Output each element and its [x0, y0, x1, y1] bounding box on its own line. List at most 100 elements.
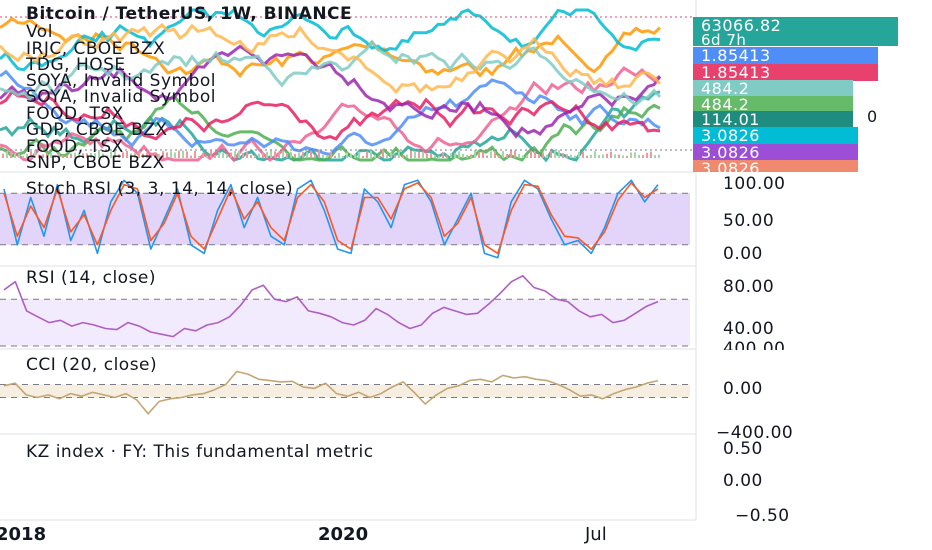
kz-tick-neg050: −0.50 — [735, 506, 790, 526]
volume-bar — [166, 152, 168, 158]
overlay-label-vol[interactable]: Vol — [26, 22, 53, 42]
volume-bar — [626, 155, 628, 158]
volume-bar — [138, 151, 140, 158]
overlay-label-irjc[interactable]: IRJC, CBOE BZX — [26, 39, 166, 59]
volume-bar — [622, 155, 624, 158]
volume-bar — [54, 155, 56, 158]
volume-bar — [498, 155, 500, 158]
price-badge-food: 114.01 — [693, 111, 853, 128]
overlay-label-food-2[interactable]: FOOD, TSX — [26, 137, 124, 157]
volume-bar — [478, 152, 480, 158]
volume-bar — [282, 150, 284, 158]
cci-tick-neg400: −400.00 — [716, 423, 794, 443]
indicator-band — [0, 384, 690, 398]
price-badge-food-2: 3.0826 — [693, 144, 858, 161]
volume-bar — [226, 154, 228, 158]
indicator-band — [0, 193, 690, 245]
volume-bar — [598, 155, 600, 158]
kz-tick-050: 0.50 — [723, 439, 763, 459]
volume-bar — [314, 154, 316, 158]
volume-bar — [322, 154, 324, 158]
cci-tick-400: 400.00 — [723, 341, 785, 350]
volume-bar — [422, 151, 424, 158]
volume-bar — [462, 153, 464, 158]
volume-bar — [490, 151, 492, 158]
volume-bar — [258, 153, 260, 158]
cci-title[interactable]: CCI (20, close) — [26, 355, 158, 375]
volume-bar — [6, 151, 8, 158]
kz-index-title[interactable]: KZ index · FY: This fundamental metric — [26, 442, 374, 462]
volume-bar — [426, 153, 428, 158]
overlay-label-food-1[interactable]: FOOD, TSX — [26, 104, 124, 124]
volume-bar — [546, 154, 548, 158]
volume-bar — [446, 155, 448, 158]
volume-bar — [458, 151, 460, 158]
overlay-label-soya-2[interactable]: SOYA, Invalid Symbol — [26, 87, 216, 107]
volume-bar — [634, 152, 636, 158]
indicator-series-line-1 — [3, 370, 659, 415]
overlay-label-snp[interactable]: SNP, CBOE BZX — [26, 153, 165, 173]
volume-bar — [78, 152, 80, 158]
volume-bar — [186, 151, 188, 158]
volume-bar — [442, 152, 444, 158]
volume-bar — [210, 150, 212, 158]
volume-bar — [82, 153, 84, 158]
volume-bar — [62, 155, 64, 158]
stoch-rsi-title[interactable]: Stoch RSI (3, 3, 14, 14, close) — [26, 179, 294, 199]
volume-bar — [386, 154, 388, 158]
volume-bar — [398, 151, 400, 158]
volume-bar — [350, 153, 352, 158]
volume-bar — [354, 154, 356, 158]
volume-bar — [218, 152, 220, 158]
stoch-tick-50: 50.00 — [723, 211, 775, 231]
volume-bar — [370, 150, 372, 158]
volume-bar — [14, 153, 16, 158]
price-badge-irjc: 1.85413 — [693, 47, 878, 64]
rsi-pane — [0, 274, 690, 347]
main-pane-series — [0, 7, 693, 163]
volume-bar — [550, 150, 552, 158]
volume-bar — [162, 151, 164, 158]
x-tick-jul: Jul — [585, 524, 607, 545]
overlay-label-gdp[interactable]: GDP, CBOE BZX — [26, 120, 168, 140]
volume-bar — [430, 153, 432, 158]
volume-bar — [30, 151, 32, 158]
volume-bar — [590, 154, 592, 158]
volume-bar — [170, 151, 172, 158]
volume-bar — [266, 151, 268, 158]
volume-bar — [178, 150, 180, 158]
symbol-title[interactable]: Bitcoin / TetherUS, 1W, BINANCE — [26, 4, 353, 24]
volume-bar — [110, 151, 112, 158]
volume-bar — [526, 155, 528, 158]
volume-bar — [630, 152, 632, 158]
main-series-line-4 — [0, 66, 661, 163]
rsi-tick-80: 80.00 — [723, 277, 775, 297]
volume-bar — [250, 155, 252, 158]
volume-bar — [206, 155, 208, 158]
cci-pane — [0, 370, 690, 415]
volume-bar — [502, 151, 504, 158]
volume-bar — [118, 154, 120, 158]
cci-tick-0: 0.00 — [723, 379, 763, 399]
volume-bar — [558, 150, 560, 158]
volume-bar — [330, 151, 332, 158]
volume-bar — [434, 155, 436, 158]
volume-bar — [106, 155, 108, 158]
overlay-label-soya-1[interactable]: SOYA, Invalid Symbol — [26, 71, 216, 91]
volume-bar — [578, 151, 580, 158]
volume-bar — [142, 153, 144, 158]
volume-bar — [514, 150, 516, 158]
volume-bar — [22, 155, 24, 158]
volume-bar — [594, 151, 596, 158]
volume-bar — [234, 151, 236, 158]
rsi-title[interactable]: RSI (14, close) — [26, 268, 157, 288]
volume-bar — [198, 155, 200, 158]
volume-bar — [470, 154, 472, 158]
volume-bar — [374, 154, 376, 158]
main-series-line-6 — [0, 89, 661, 141]
volume-bar — [362, 155, 364, 158]
volume-bar — [26, 153, 28, 158]
overlay-label-tdg[interactable]: TDG, HOSE — [26, 55, 126, 75]
volume-bar — [114, 150, 116, 158]
volume-bar — [278, 151, 280, 158]
